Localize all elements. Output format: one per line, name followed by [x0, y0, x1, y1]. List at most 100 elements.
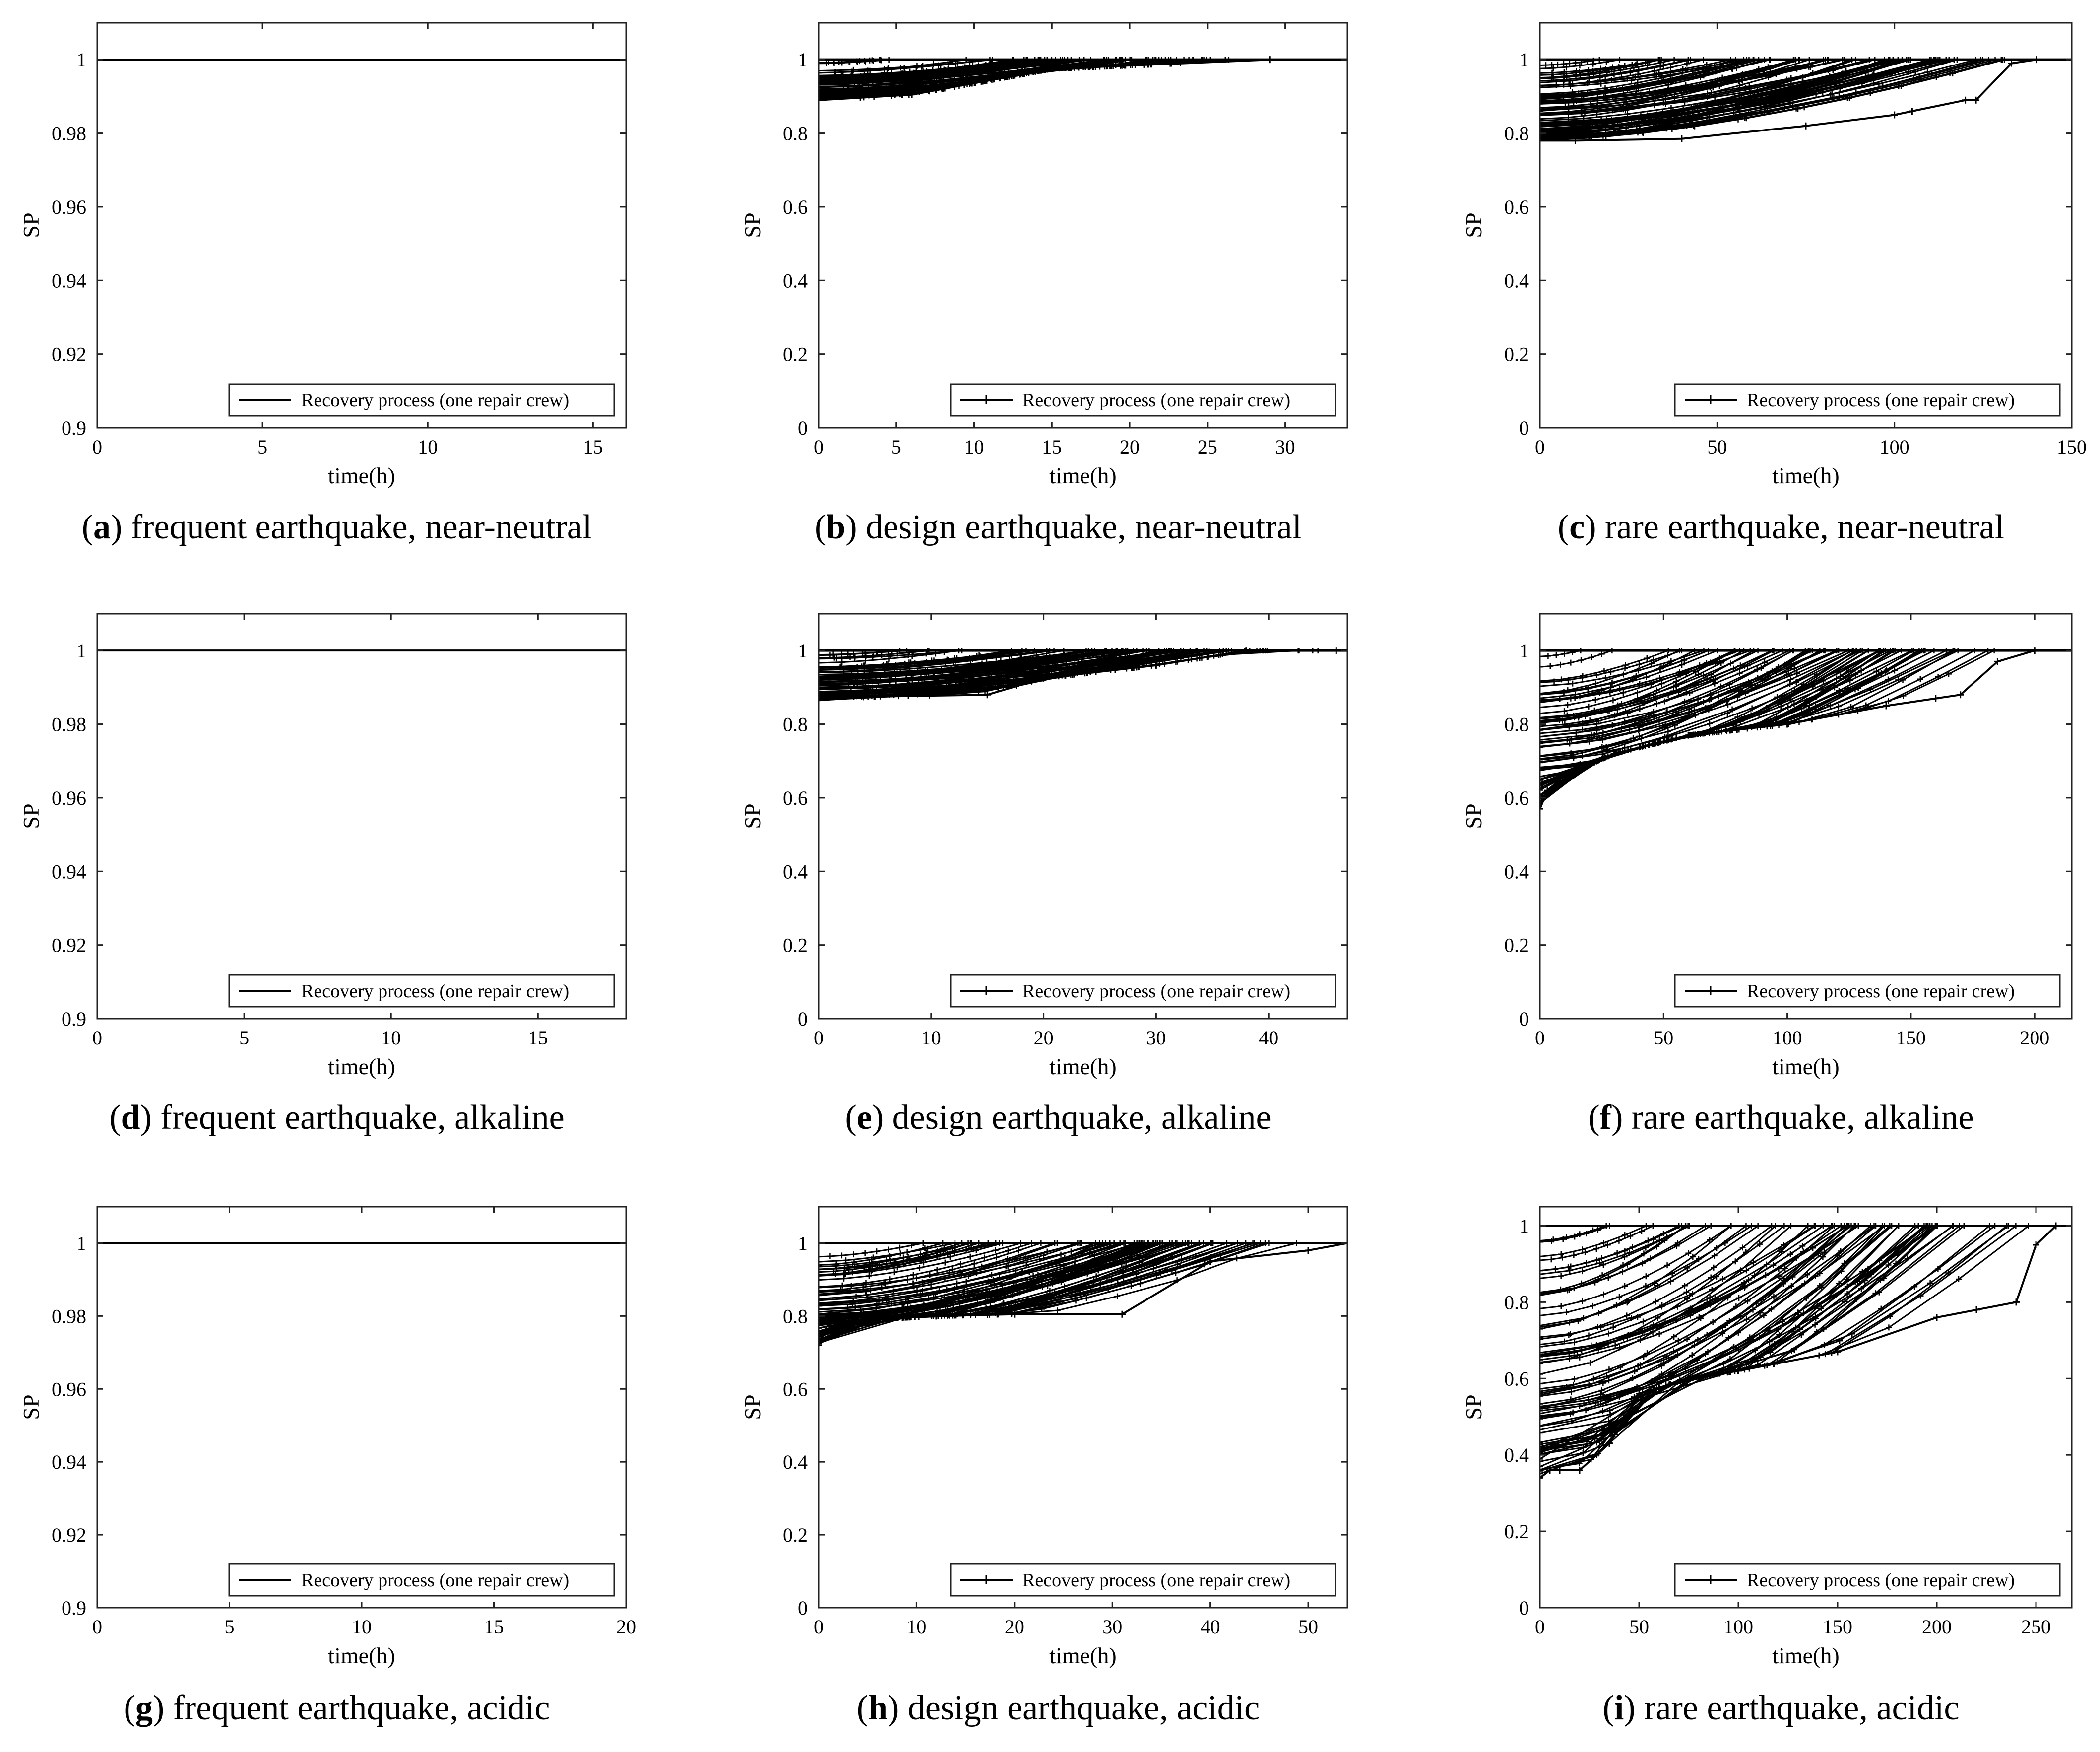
x-tick-label: 100 — [1773, 1027, 1802, 1049]
caption-letter: g — [135, 1689, 153, 1727]
x-tick-label: 0 — [814, 1616, 824, 1638]
caption-letter: a — [93, 508, 111, 546]
y-tick-label: 0.94 — [52, 269, 86, 292]
y-tick-label: 0 — [798, 1597, 808, 1619]
x-tick-label: 20 — [616, 1616, 636, 1638]
y-tick-label: 0.6 — [783, 196, 808, 218]
caption-close-paren: ) — [845, 508, 857, 546]
recovery-curve — [1540, 1225, 2072, 1358]
legend: Recovery process (one repair crew) — [1674, 383, 2061, 417]
y-tick-label: 0.98 — [52, 714, 86, 736]
y-tick-label: 0.6 — [783, 1378, 808, 1400]
axes-frame — [96, 22, 627, 429]
legend-marker — [982, 1575, 991, 1584]
x-tick-label: 50 — [1298, 1616, 1318, 1638]
y-tick-label: 0.4 — [783, 860, 808, 883]
y-tick-label: 0.4 — [783, 269, 808, 292]
caption-close-paren: ) — [888, 1689, 899, 1727]
legend-label: Recovery process (one repair crew) — [1022, 1570, 1290, 1591]
panel-e: 0 10 20 30 40 0 0.2 0.4 0.6 0.8 1 time(h) SP Recovery… — [740, 613, 1348, 1137]
caption-text: design earthquake, near-neutral — [857, 508, 1302, 546]
panel-b: 0 5 10 15 20 25 30 0 0.2 0.4 0.6 0.8 1 time(h) SP Recov… — [740, 22, 1348, 546]
y-tick-label: 0.4 — [1504, 1444, 1529, 1466]
recovery-curve — [1540, 59, 2072, 131]
y-tick-label: 0.2 — [1504, 343, 1529, 366]
legend-label: Recovery process (one repair crew) — [301, 981, 569, 1002]
y-tick-label: 0.8 — [783, 1305, 808, 1327]
x-tick-label: 200 — [1922, 1616, 1952, 1638]
x-tick-label: 10 — [352, 1616, 372, 1638]
recovery-curve — [1540, 649, 2072, 741]
y-tick-label: 0.98 — [52, 1305, 86, 1327]
x-tick-label: 5 — [891, 436, 901, 458]
caption-text: design earthquake, alkaline — [884, 1099, 1271, 1137]
x-axis-label: time(h) — [1772, 1054, 1839, 1079]
x-tick-label: 0 — [92, 1027, 102, 1049]
y-axis-label: SP — [18, 212, 44, 238]
legend: Recovery process (one repair crew) — [228, 974, 615, 1008]
legend: Recovery process (one repair crew) — [950, 1563, 1336, 1597]
y-tick-label: 1 — [798, 1232, 808, 1254]
legend: Recovery process (one repair crew) — [1674, 974, 2061, 1008]
x-tick-label: 0 — [1535, 1027, 1545, 1049]
y-tick-label: 0.2 — [1504, 1520, 1529, 1543]
envelope-markers — [819, 1239, 1347, 1349]
x-tick-label: 0 — [92, 1616, 102, 1638]
y-tick-label: 1 — [1519, 1215, 1529, 1237]
panel-caption: (i) rare earthquake, acidic — [1603, 1689, 1960, 1727]
panel-caption: (b) design earthquake, near-neutral — [815, 508, 1302, 546]
y-tick-label: 0.9 — [62, 1597, 86, 1619]
panel-caption: (a) frequent earthquake, near-neutral — [82, 508, 592, 546]
x-tick-label: 40 — [1259, 1027, 1278, 1049]
caption-open-paren: ( — [857, 1689, 868, 1727]
caption-letter: d — [121, 1099, 140, 1137]
x-tick-label: 10 — [906, 1616, 926, 1638]
recovery-curve — [1540, 1225, 2072, 1354]
x-tick-label: 20 — [1034, 1027, 1054, 1049]
recovery-curve — [1540, 649, 2072, 761]
recovery-curve — [819, 1242, 1347, 1289]
caption-open-paren: ( — [1603, 1689, 1614, 1727]
panel-caption: (h) design earthquake, acidic — [857, 1689, 1260, 1727]
recovery-curve — [819, 649, 1347, 680]
legend-label: Recovery process (one repair crew) — [1022, 390, 1290, 411]
recovery-curve — [819, 1242, 1347, 1304]
recovery-curve — [1540, 59, 2072, 111]
y-tick-label: 0.9 — [62, 417, 86, 439]
y-tick-label: 1 — [1519, 49, 1529, 71]
legend-label: Recovery process (one repair crew) — [301, 390, 569, 411]
recovery-curve — [1540, 59, 2072, 131]
caption-close-paren: ) — [1585, 508, 1596, 546]
recovery-curve — [819, 649, 1347, 693]
x-tick-label: 200 — [2020, 1027, 2049, 1049]
x-tick-label: 5 — [239, 1027, 249, 1049]
y-tick-label: 1 — [76, 640, 86, 662]
recovery-curve — [819, 59, 1347, 91]
caption-text: frequent earthquake, alkaline — [152, 1099, 565, 1137]
y-tick-label: 0.6 — [1504, 787, 1529, 809]
caption-close-paren: ) — [140, 1099, 152, 1137]
y-tick-label: 0 — [1519, 1008, 1529, 1030]
y-tick-label: 0.9 — [62, 1008, 86, 1030]
y-tick-label: 0.92 — [52, 934, 86, 957]
recovery-curve — [1540, 649, 2072, 785]
caption-close-paren: ) — [1611, 1099, 1623, 1137]
legend: Recovery process (one repair crew) — [228, 1563, 615, 1597]
axes-frame — [1539, 1206, 2073, 1609]
axes-frame — [818, 613, 1348, 1020]
x-tick-label: 10 — [964, 436, 984, 458]
recovery-curve — [1540, 1225, 2072, 1348]
y-tick-label: 0.8 — [1504, 123, 1529, 145]
plot-area-c — [1540, 56, 2072, 144]
caption-letter: b — [826, 508, 845, 546]
recovery-curve — [1540, 59, 2072, 128]
x-axis-label: time(h) — [1049, 1054, 1116, 1079]
curve-markers — [1540, 1223, 2072, 1396]
plot-area-e — [819, 647, 1347, 704]
caption-letter: f — [1600, 1099, 1612, 1137]
x-axis-label: time(h) — [1772, 463, 1839, 488]
caption-letter: e — [857, 1099, 872, 1137]
y-axis-label: SP — [1461, 1394, 1486, 1420]
y-tick-label: 0 — [1519, 1597, 1529, 1619]
x-tick-label: 25 — [1198, 436, 1217, 458]
